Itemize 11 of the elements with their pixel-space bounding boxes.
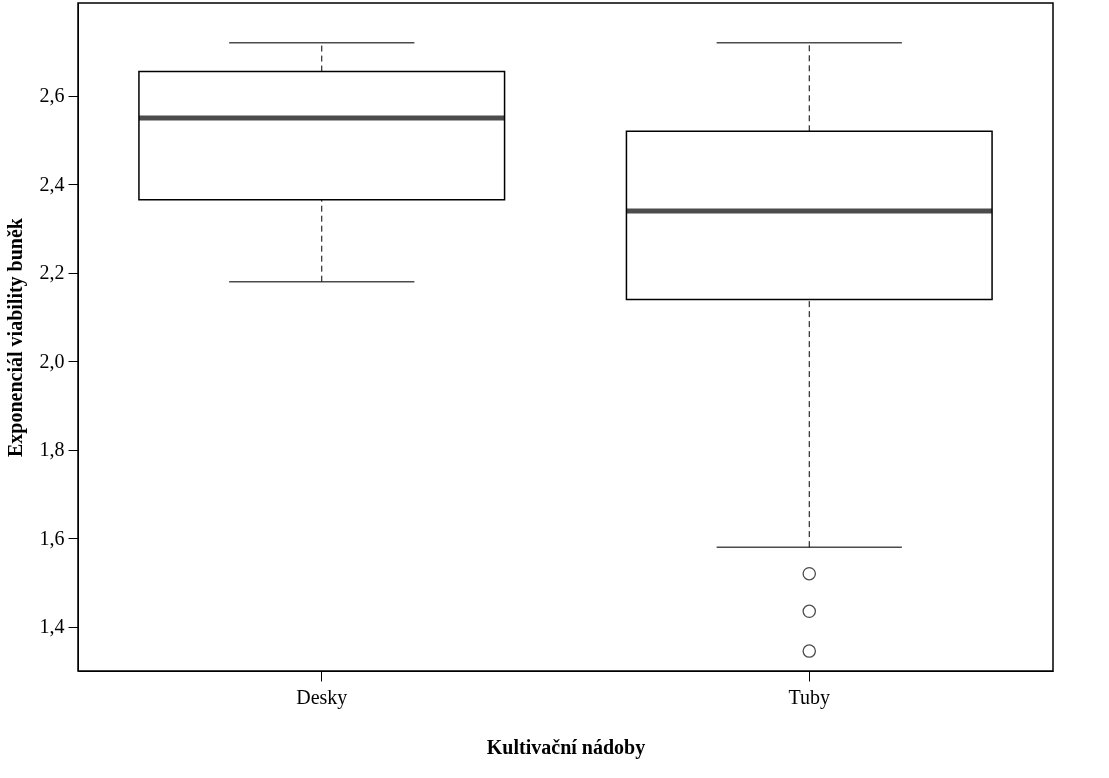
x-tick-label: Tuby [788,685,831,709]
y-tick-label: 1,6 [39,526,65,549]
y-tick-label: 2,2 [39,261,65,284]
y-tick-label: 1,4 [39,615,65,638]
y-tick-label: 2,4 [39,172,65,195]
x-tick-label: Desky [296,685,348,709]
x-axis-title: Kultivační nádoby [486,735,646,759]
y-axis-title: Exponenciál viability buněk [3,217,27,457]
y-tick-label: 2,0 [39,349,65,372]
y-tick-label: 1,8 [39,438,65,461]
y-tick-label: 2,6 [39,84,65,107]
